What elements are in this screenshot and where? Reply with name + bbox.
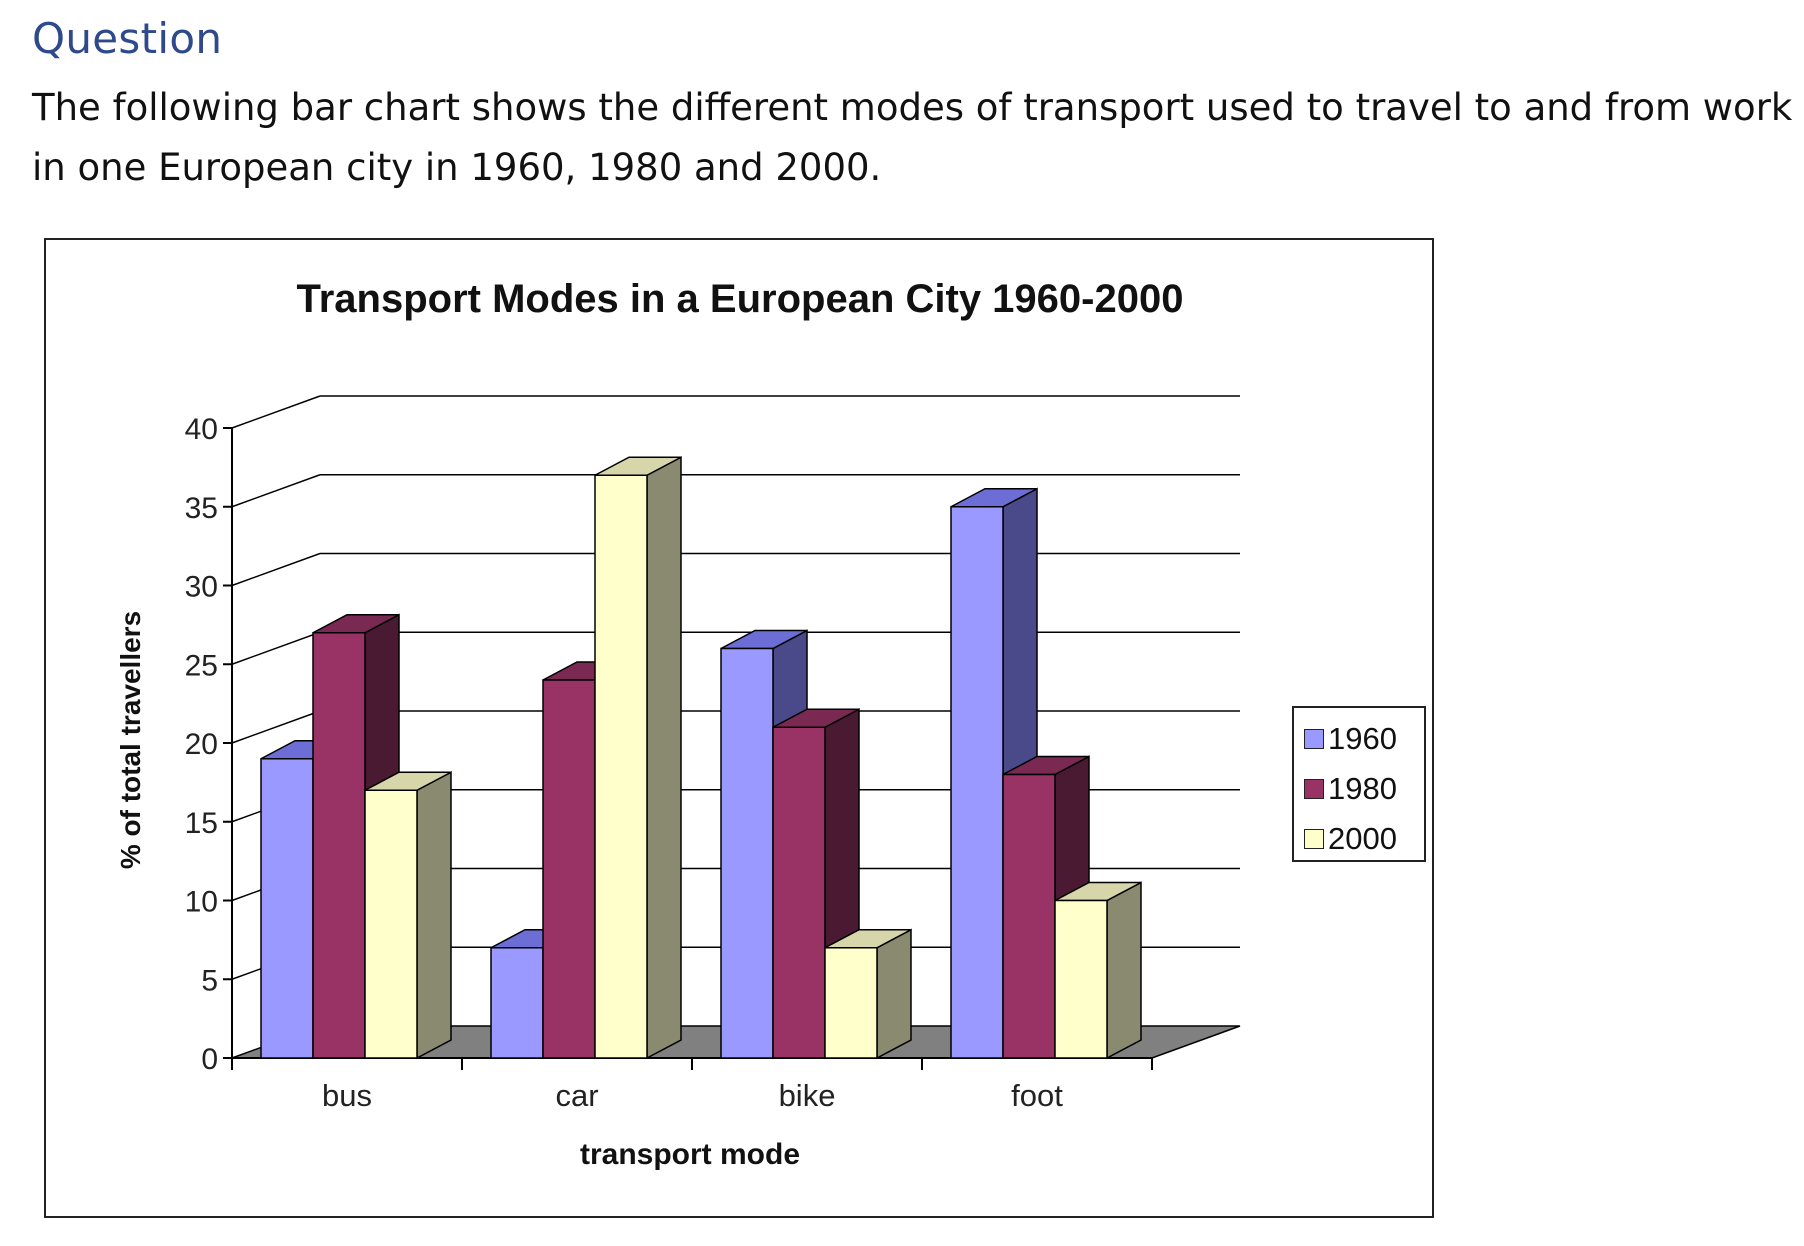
y-tick-label: 10 xyxy=(185,886,218,919)
bar-front xyxy=(260,758,314,1059)
y-tick-label: 5 xyxy=(201,964,218,997)
y-tick-label: 40 xyxy=(185,413,218,446)
y-tick-label: 20 xyxy=(185,728,218,761)
bar-front xyxy=(594,474,648,1059)
x-tick-label: foot xyxy=(1011,1078,1063,1113)
legend-item: 1960 xyxy=(1304,714,1424,764)
legend-swatch xyxy=(1304,829,1324,849)
legend-swatch xyxy=(1304,729,1324,749)
bar-front xyxy=(824,947,878,1059)
legend-item: 2000 xyxy=(1304,814,1424,864)
y-axis-label: % of total travellers xyxy=(115,611,146,869)
x-tick-label: bike xyxy=(779,1078,836,1113)
bar xyxy=(594,456,682,1060)
y-tick-label: 15 xyxy=(185,807,218,840)
bar-front xyxy=(364,789,418,1059)
bar-front xyxy=(542,679,596,1059)
axes: 0 5 10 15 20 25 30 35 40 bus car bike foot xyxy=(185,413,1153,1113)
gridline-diagonal xyxy=(231,474,321,508)
y-tick-label: 25 xyxy=(185,649,218,682)
bar-side xyxy=(876,928,912,1060)
bar-front xyxy=(1002,773,1056,1059)
legend-item: 1980 xyxy=(1304,764,1424,814)
legend-swatch xyxy=(1304,779,1324,799)
gridline-diagonal xyxy=(231,552,321,587)
y-tick-label: 35 xyxy=(185,492,218,525)
bar xyxy=(824,928,912,1060)
bar-front xyxy=(490,947,544,1059)
x-axis-label: transport mode xyxy=(580,1138,800,1171)
chart-legend: 1960 1980 2000 xyxy=(1292,706,1426,862)
y-tick-label: 0 xyxy=(201,1043,218,1076)
bar-side xyxy=(416,771,452,1060)
bars xyxy=(260,456,1142,1060)
question-heading: Question xyxy=(32,14,223,63)
bar xyxy=(1054,881,1142,1060)
gridline-diagonal xyxy=(231,710,321,744)
chart-title: Transport Modes in a European City 1960-… xyxy=(297,277,1184,321)
bar-front xyxy=(1054,899,1108,1059)
question-text: The following bar chart shows the differ… xyxy=(32,86,1793,189)
legend-label: 2000 xyxy=(1328,821,1397,856)
bar-front xyxy=(720,647,774,1059)
x-tick-label: bus xyxy=(322,1078,372,1113)
bar-side xyxy=(646,456,682,1060)
legend-label: 1960 xyxy=(1328,721,1397,756)
gridline-diagonal xyxy=(231,631,321,665)
x-tick-label: car xyxy=(555,1078,598,1113)
bar-front xyxy=(312,632,366,1059)
legend-label: 1980 xyxy=(1328,771,1397,806)
bar xyxy=(364,771,452,1060)
bar-front xyxy=(772,726,826,1059)
y-tick-label: 30 xyxy=(185,571,218,604)
gridline-diagonal xyxy=(231,395,321,429)
bar-front xyxy=(950,506,1004,1059)
bar-side xyxy=(1106,881,1142,1060)
